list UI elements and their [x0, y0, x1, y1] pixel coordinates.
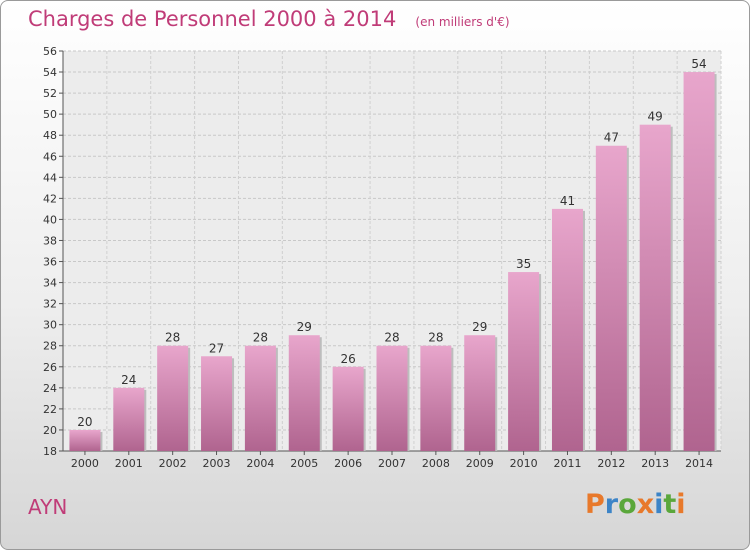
bar	[639, 124, 671, 452]
logo-letter: i	[676, 489, 686, 520]
x-tick-label: 2000	[71, 457, 99, 470]
bar	[551, 208, 583, 451]
y-tick-label: 46	[43, 150, 57, 163]
y-tick-label: 54	[43, 66, 57, 79]
data-label: 49	[648, 110, 663, 124]
logo-letter: r	[604, 489, 619, 520]
chart-unit: (en milliers d'€)	[415, 15, 510, 29]
logo-letter: i	[654, 489, 664, 520]
x-tick-label: 2012	[597, 457, 625, 470]
bar	[201, 356, 233, 451]
bar	[157, 345, 189, 451]
y-tick-label: 20	[43, 424, 57, 437]
y-tick-label: 32	[43, 298, 57, 311]
x-tick-label: 2006	[334, 457, 362, 470]
x-tick-label: 2007	[378, 457, 406, 470]
data-label: 28	[165, 331, 180, 345]
x-tick-label: 2003	[203, 457, 231, 470]
label-layer: 20 24 28 27 28 29 26 28 28 29 35 41 47 49 54	[77, 57, 706, 429]
bar	[69, 429, 101, 451]
data-label: 47	[604, 131, 619, 145]
bar	[332, 366, 364, 451]
data-label: 54	[691, 57, 706, 71]
y-tick-label: 50	[43, 108, 57, 121]
y-tick-label: 34	[43, 277, 57, 290]
y-tick-label: 36	[43, 256, 57, 269]
bar	[113, 387, 145, 451]
proxiti-logo: Proxiti	[585, 489, 686, 520]
x-tick-label: 2008	[422, 457, 450, 470]
data-label: 24	[121, 373, 136, 387]
x-tick-label: 2013	[641, 457, 669, 470]
data-label: 20	[77, 415, 92, 429]
y-tick-label: 26	[43, 361, 57, 374]
y-tick-label: 38	[43, 234, 57, 247]
y-tick-label: 52	[43, 87, 57, 100]
bar	[376, 345, 408, 451]
x-tick-label: 2001	[115, 457, 143, 470]
logo-letter: P	[585, 489, 605, 520]
x-tick-label: 2011	[553, 457, 581, 470]
bar	[464, 335, 496, 451]
y-tick-label: 18	[43, 445, 57, 458]
bar	[508, 272, 540, 451]
data-label: 28	[428, 331, 443, 345]
x-tick-label: 2005	[290, 457, 318, 470]
data-label: 35	[516, 257, 531, 271]
y-tick-label: 40	[43, 213, 57, 226]
bar	[288, 335, 320, 451]
x-tick-label: 2010	[510, 457, 538, 470]
logo-letter: o	[618, 489, 637, 520]
data-label: 41	[560, 194, 575, 208]
y-tick-label: 48	[43, 129, 57, 142]
y-tick-label: 56	[43, 45, 57, 58]
bar	[420, 345, 452, 451]
logo-letter: t	[663, 489, 677, 520]
place-name: AYN	[28, 495, 68, 519]
data-label: 28	[384, 331, 399, 345]
bar	[244, 345, 276, 451]
y-tick-label: 22	[43, 403, 57, 416]
data-label: 29	[297, 320, 312, 334]
bar-layer	[69, 72, 717, 452]
bar	[595, 145, 627, 451]
axis-layer: 18 20 22 24 26 28 30 32 34 36 38 40 42 44 46 48 50 52 54 56…	[43, 45, 721, 470]
y-tick-label: 44	[43, 171, 57, 184]
data-label: 29	[472, 320, 487, 334]
x-tick-label: 2014	[685, 457, 713, 470]
y-tick-label: 42	[43, 192, 57, 205]
chart-title: Charges de Personnel 2000 à 2014 (en mil…	[28, 7, 510, 31]
data-label: 28	[253, 331, 268, 345]
chart-title-text: Charges de Personnel 2000 à 2014	[28, 7, 397, 31]
x-tick-label: 2002	[159, 457, 187, 470]
data-label: 27	[209, 341, 224, 355]
y-tick-label: 30	[43, 319, 57, 332]
y-tick-label: 24	[43, 382, 57, 395]
data-label: 26	[340, 352, 355, 366]
y-tick-label: 28	[43, 340, 57, 353]
x-tick-label: 2009	[466, 457, 494, 470]
logo-letter: x	[636, 489, 655, 520]
bar	[683, 72, 715, 451]
x-tick-label: 2004	[246, 457, 274, 470]
